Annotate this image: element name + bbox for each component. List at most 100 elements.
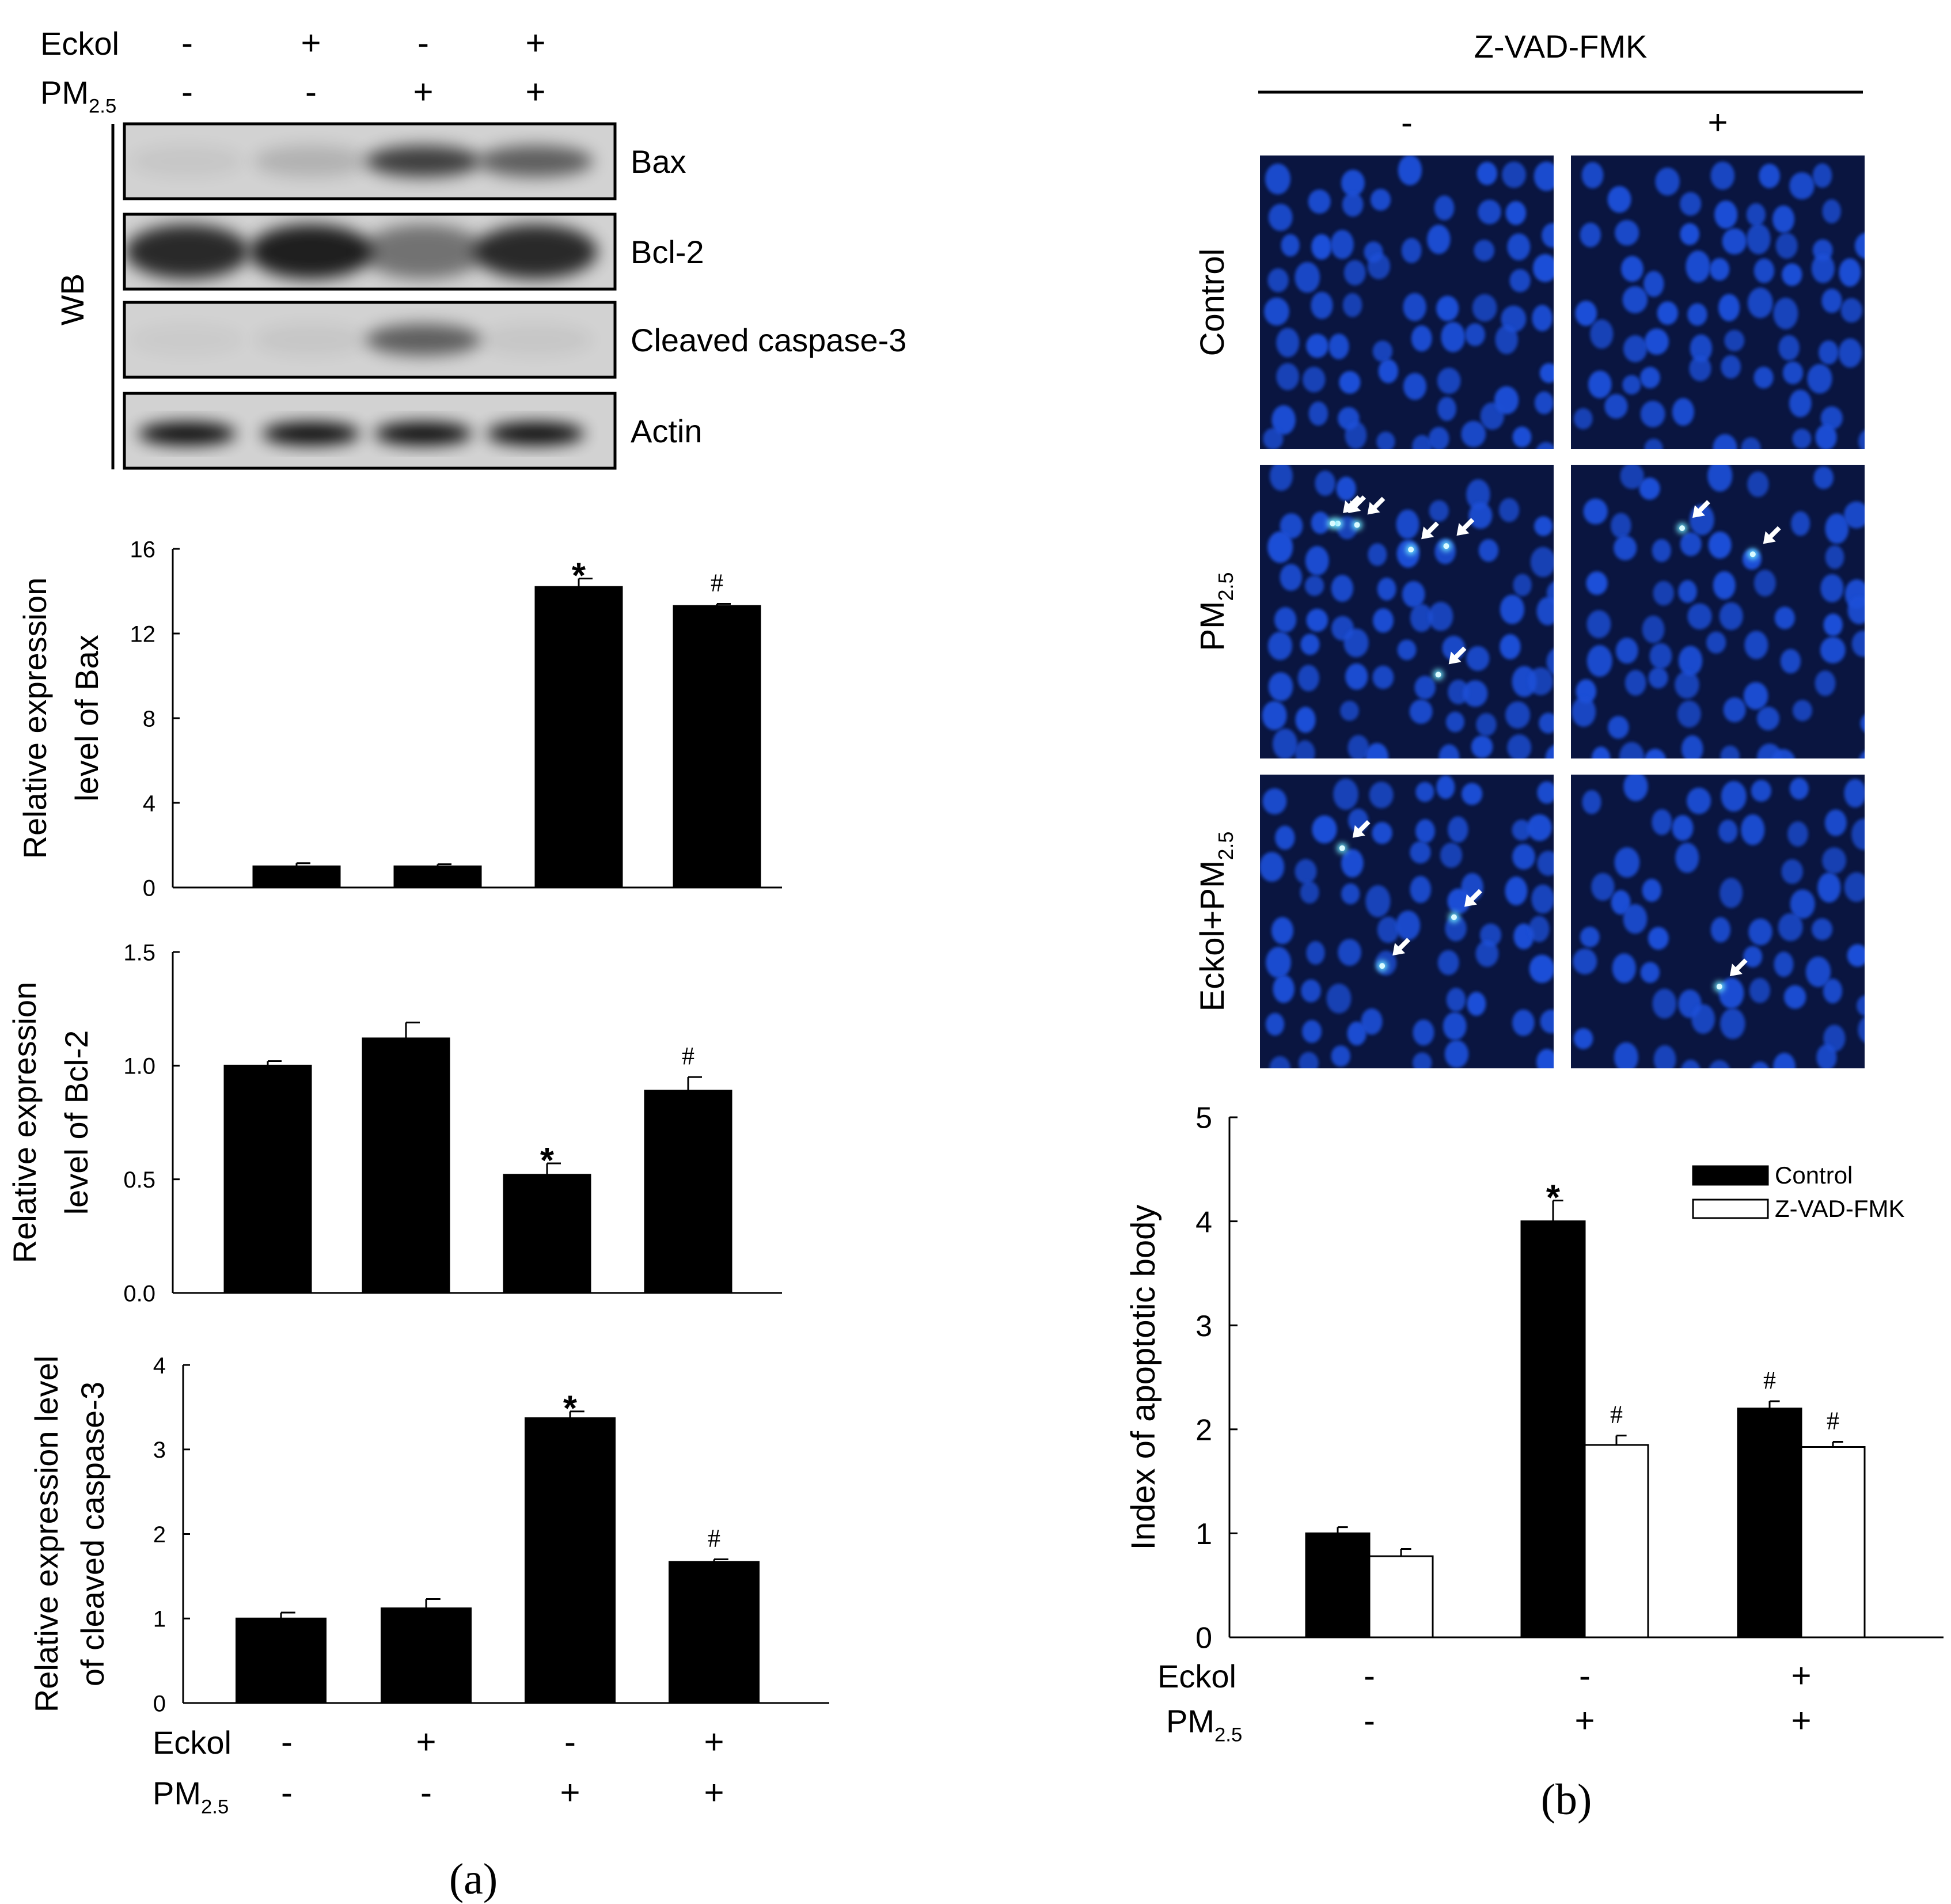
bar — [252, 865, 341, 889]
nucleus — [1368, 543, 1387, 566]
nucleus — [1824, 809, 1847, 836]
nucleus — [1614, 535, 1637, 561]
nucleus — [1782, 263, 1802, 286]
nucleus — [1612, 953, 1636, 983]
nucleus — [1536, 1049, 1554, 1068]
nucleus — [1545, 745, 1554, 758]
nucleus — [1690, 334, 1713, 362]
nucleus — [1657, 301, 1678, 325]
eckol-sign: - — [281, 1723, 293, 1761]
blot-band — [253, 324, 369, 356]
nucleus — [1591, 873, 1615, 901]
caspase3-chart: 0 1 2 3 4 Relative expression level of cleaved… — [28, 1353, 829, 1716]
nucleus — [1338, 939, 1361, 966]
nucleus — [1505, 877, 1528, 905]
nucleus — [1640, 400, 1665, 427]
nucleus — [1691, 1004, 1715, 1034]
nucleus — [1778, 335, 1800, 361]
blot-strip: Actin — [123, 392, 703, 470]
blot-strip: Bcl-2 — [123, 213, 704, 291]
tile-nuclei — [1572, 465, 1865, 758]
nucleus — [1710, 161, 1735, 190]
nucleus — [1743, 682, 1768, 710]
nucleus — [1376, 431, 1395, 449]
nucleus — [1372, 822, 1392, 844]
arrow-head — [1456, 523, 1470, 536]
nucleus — [1302, 1020, 1322, 1043]
nucleus — [1297, 665, 1319, 692]
pm-sign: + — [560, 1773, 580, 1812]
nucleus — [1681, 735, 1703, 758]
nucleus — [1410, 604, 1433, 632]
nucleus — [1333, 778, 1358, 810]
nucleus — [1743, 946, 1763, 968]
nucleus — [1772, 205, 1795, 233]
significance-hash: # — [682, 1042, 694, 1070]
blot-row-label: Cleaved caspase-3 — [631, 322, 906, 358]
nucleus — [1860, 715, 1865, 732]
row-label-main: PM — [1194, 601, 1231, 651]
nucleus — [1640, 962, 1660, 983]
nucleus — [1588, 370, 1612, 399]
nucleus — [1342, 293, 1362, 317]
blot-band — [478, 145, 593, 177]
nucleus — [1315, 471, 1335, 496]
apoptotic-body-core — [1443, 543, 1449, 549]
blot-band — [366, 324, 481, 356]
nucleus — [1754, 570, 1776, 597]
nucleus — [1614, 1042, 1638, 1068]
wb-pm-sign: - — [305, 73, 317, 111]
y-tick-label: 0 — [143, 875, 155, 901]
microscopy-title: Z-VAD-FMK — [1474, 28, 1648, 65]
nucleus — [1536, 597, 1554, 625]
bax-chart: 0 4 8 12 16 Relative expression level of Bax * # — [17, 537, 782, 901]
nucleus — [1377, 916, 1400, 943]
nucleus — [1478, 539, 1499, 562]
arrow-head — [1367, 502, 1380, 515]
microscopy-tile — [1260, 155, 1554, 449]
nucleus — [1260, 852, 1285, 882]
nucleus — [1534, 516, 1553, 536]
apoptotic-body-core — [1408, 547, 1414, 553]
wb-eckol-label: Eckol — [40, 25, 119, 62]
y-tick-label: 3 — [153, 1438, 166, 1463]
nucleus — [1575, 301, 1597, 327]
wb-pm-label: PM2.5 — [40, 74, 116, 117]
nucleus — [1265, 1012, 1285, 1036]
column-sign: - — [1401, 103, 1413, 142]
legend-swatch — [1692, 1198, 1769, 1219]
nucleus — [1721, 355, 1741, 379]
eckol-label: Eckol — [1157, 1658, 1236, 1694]
nucleus — [1580, 927, 1600, 947]
nucleus — [1300, 881, 1319, 904]
nucleus — [1331, 575, 1354, 602]
nucleus — [1330, 230, 1354, 259]
nucleus — [1267, 268, 1289, 293]
nucleus — [1789, 389, 1812, 418]
bar — [1800, 1446, 1866, 1638]
nucleus — [1713, 434, 1737, 449]
nucleus — [1619, 742, 1645, 758]
nucleus — [1438, 744, 1460, 758]
wb-eckol-sign: + — [525, 24, 545, 62]
nucleus — [1401, 238, 1422, 263]
nucleus — [1615, 220, 1639, 246]
nucleus — [1268, 203, 1293, 232]
nucleus — [1718, 977, 1744, 1009]
nucleus — [1463, 680, 1488, 707]
y-tick-label: 12 — [130, 621, 156, 647]
microscopy-tile — [1571, 775, 1865, 1068]
nucleus — [1655, 168, 1680, 196]
nucleus — [1436, 775, 1455, 799]
nucleus — [1398, 155, 1422, 185]
y-tick-label: 0.5 — [123, 1167, 155, 1193]
nucleus — [1644, 438, 1663, 449]
nucleus — [1648, 667, 1668, 689]
nucleus — [1365, 742, 1389, 758]
eckol-sign: - — [564, 1723, 576, 1761]
nucleus — [1851, 631, 1865, 657]
nucleus — [1498, 498, 1520, 522]
nucleus — [1851, 818, 1865, 850]
wb-pm-sign: + — [413, 73, 433, 111]
